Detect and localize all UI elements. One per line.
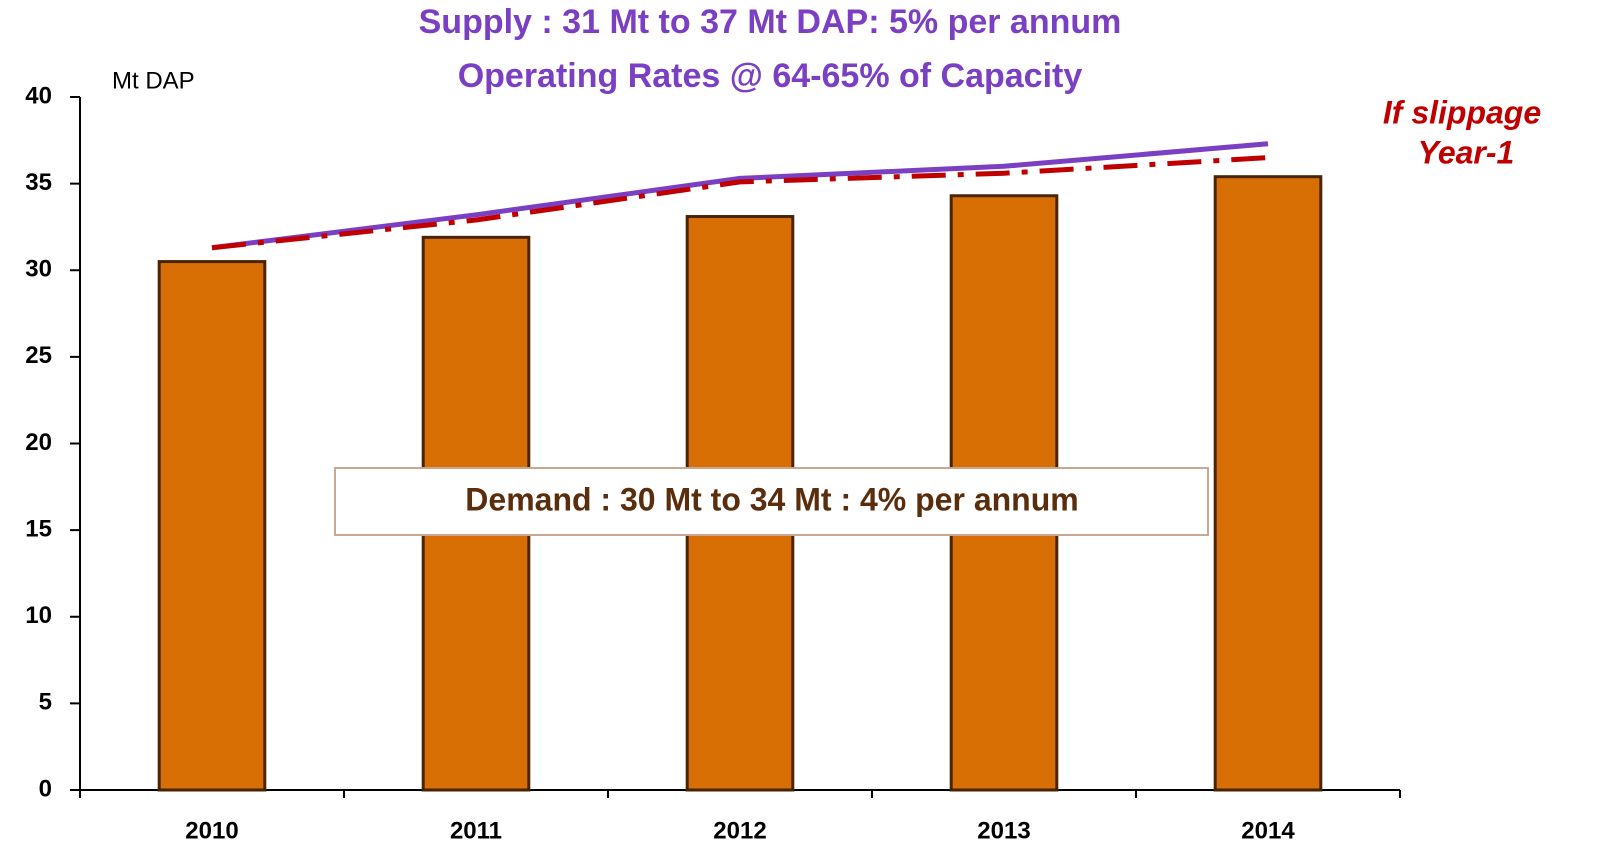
annotation: Demand : 30 Mt to 34 Mt : 4% per annum [465, 481, 1078, 517]
y-tick-label: 30 [25, 256, 52, 283]
line [211, 155, 1269, 251]
y-tick-label: 20 [25, 429, 52, 456]
y-tick-label: 40 [25, 82, 52, 109]
annotation: If slippage [1383, 94, 1541, 130]
y-tick-label: 0 [39, 775, 52, 802]
x-tick-label: 2010 [185, 817, 238, 844]
y-tick-label: 15 [25, 515, 52, 542]
chart-title: Supply : 31 Mt to 37 Mt DAP: 5% per annu… [419, 3, 1122, 41]
bar [157, 260, 267, 792]
annotation-box [334, 467, 1209, 536]
y-tick-label: 35 [25, 169, 52, 196]
x-tick-label: 2013 [977, 817, 1030, 844]
x-tick-label: 2014 [1241, 817, 1295, 844]
chart-subtitle: Operating Rates @ 64-65% of Capacity [458, 57, 1083, 95]
bar [1213, 175, 1323, 792]
x-tick-label: 2012 [713, 817, 766, 844]
x-tick-label: 2011 [450, 817, 502, 844]
y-tick-label: 10 [25, 602, 52, 629]
y-tick-label: 5 [39, 689, 52, 716]
annotation: Year-1 [1418, 134, 1515, 170]
line [211, 141, 1269, 251]
y-axis-label: Mt DAP [112, 67, 195, 94]
y-tick-label: 25 [25, 342, 52, 369]
